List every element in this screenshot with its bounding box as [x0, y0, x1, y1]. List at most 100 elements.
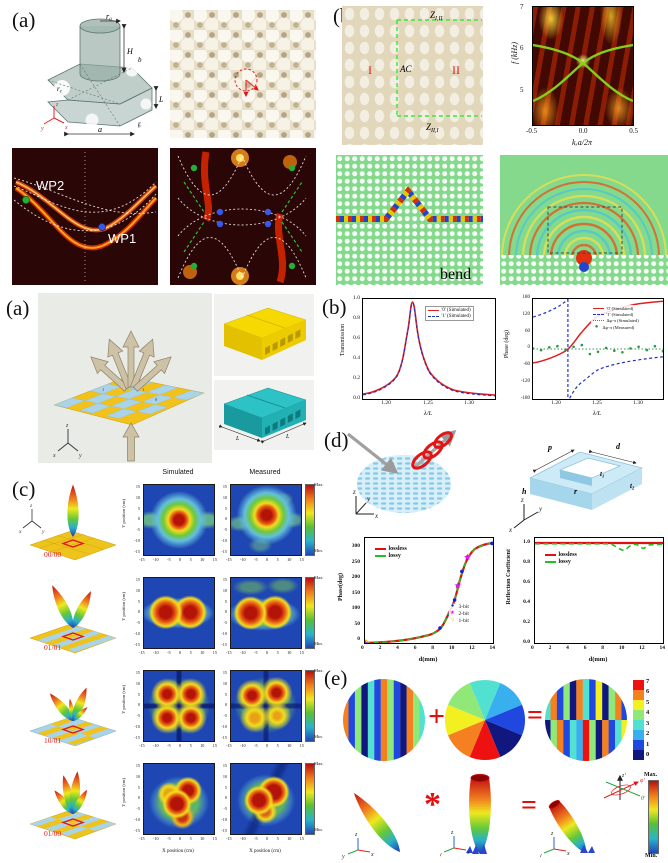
tick: 5 — [137, 598, 140, 604]
tick: -5 — [254, 557, 258, 562]
tick: -15 — [226, 650, 232, 655]
band-ytick: 5 — [520, 86, 524, 94]
tick: -5 — [254, 743, 258, 748]
wp1-label: WP1 — [108, 231, 136, 246]
yticks-meas: 15 10 5 0 -5 -10 -15 — [215, 763, 227, 833]
blue-coding-cells — [53, 379, 205, 419]
tick: -120 — [520, 379, 530, 385]
tick: 200 — [351, 574, 360, 580]
label-t1: t₁ — [600, 470, 604, 478]
cbar-min: Min. — [314, 641, 323, 646]
axis-triad: z y x — [341, 832, 374, 860]
photo-axis-1 — [245, 79, 259, 91]
yticks-sim: 15 10 5 0 -5 -10 -15 — [128, 577, 140, 647]
tick: -10 — [153, 557, 159, 562]
band-ytick: 6 — [520, 44, 524, 52]
panel-a1-label: (a) — [12, 8, 36, 32]
tick: -5 — [223, 713, 228, 719]
legend-label: lossy — [388, 553, 401, 559]
phase-legend: '0' (Simulated) '1' (Simulated) Δφ-π (Si… — [591, 305, 641, 331]
cylinder-body — [79, 26, 121, 82]
svg-text:x: x — [64, 125, 68, 131]
header-simulated: Simulated — [162, 469, 194, 476]
hole-rc — [54, 80, 70, 96]
tick: 5 — [276, 557, 279, 562]
tick: -15 — [221, 734, 227, 740]
tick: -15 — [221, 641, 227, 647]
fieldmap-meas-4 — [230, 763, 302, 835]
fieldmap-sim-4 — [143, 763, 215, 835]
cbar-value: 1 — [646, 740, 650, 748]
xticks-meas: -15 -10 -5 0 5 10 15 — [226, 650, 304, 655]
legend-swatch-green — [545, 561, 556, 563]
svg-text:z: z — [550, 831, 554, 837]
region-i-label: I — [368, 63, 372, 77]
tick: -5 — [136, 806, 141, 812]
tick: 10 — [222, 773, 227, 779]
tick: 10 — [287, 836, 292, 841]
phase-spectrum-plot: Phase (deg) 180 120 60 0 -60 -120 -180 '0' (Si… — [502, 292, 668, 428]
rf-legend: lossless lossy — [545, 552, 577, 565]
source-core2 — [579, 262, 589, 272]
legend-swatch-red-solid — [428, 310, 439, 311]
wp1-dot — [98, 223, 106, 231]
pd-line-legend: lossless lossy — [375, 546, 407, 559]
hole — [125, 63, 139, 77]
colorbar — [305, 670, 315, 742]
band-ytick: 7 — [520, 3, 524, 11]
ylabel-sim: Y position (cm) — [121, 778, 126, 807]
legend-swatch-green — [375, 555, 386, 557]
phase-curve-1b — [569, 356, 663, 399]
tick: 5 — [276, 836, 279, 841]
tick: 0.0 — [578, 127, 588, 135]
cylinder-top — [79, 18, 121, 34]
tick: -10 — [134, 817, 140, 823]
cbar-max: Max. — [314, 482, 324, 487]
tick: 15 — [222, 484, 227, 489]
svg-text:y: y — [366, 495, 371, 503]
radiated-arcs — [501, 174, 667, 256]
legend-label: Δφ-π (Measured) — [602, 324, 635, 330]
legend-swatch-red-solid — [593, 308, 604, 309]
tick: 150 — [351, 589, 360, 596]
cbar-max: Max. — [314, 668, 324, 673]
tick: 10 — [222, 680, 227, 686]
supercell-outline — [61, 539, 85, 548]
fieldmap-meas-1 — [230, 484, 302, 556]
cbar-min: Min. — [314, 548, 323, 553]
tick: 10 — [448, 645, 455, 651]
svg-text:x: x — [52, 453, 56, 459]
tick: -5 — [167, 557, 171, 562]
tick: 0 — [224, 795, 227, 801]
vortex-metasurface-render: z x y — [347, 429, 457, 520]
svg-text:y: y — [341, 854, 345, 860]
stripe-columns — [343, 679, 425, 761]
tick: -10 — [134, 538, 140, 544]
tick: -60 — [523, 362, 530, 368]
tick: 5 — [224, 505, 227, 511]
tick: -5 — [223, 620, 228, 626]
green-guides — [183, 181, 303, 253]
svg-text:y: y — [540, 853, 542, 859]
spherical-coords-inset: z′ φ′ θ′ — [603, 773, 646, 802]
pd-box: ★ ★ ★ ★ lossless lossy ●3-bit ★2-bit ○1-bit — [364, 537, 494, 644]
bend-waveguide-field: bend — [336, 155, 483, 285]
c-row-3: 10/01 Y position (cm) 15 10 5 0 -5 -10 -15 -15… — [0, 667, 334, 760]
tick: -10 — [221, 817, 227, 823]
tick: 0 — [137, 516, 140, 522]
tilted-vortex-beam: z y x — [540, 800, 595, 859]
label-t2: t₂ — [630, 482, 635, 490]
tick: 15 — [222, 670, 227, 675]
trans-xtick: 1.30 — [464, 400, 474, 406]
tick: 15 — [135, 670, 140, 675]
dashed-band-chains — [177, 155, 307, 279]
axis-triad: z x y — [18, 503, 45, 535]
phase-ylabel: Phase (deg) — [504, 330, 510, 359]
pd-yticks: 300 250 200 150 100 50 0 — [344, 543, 360, 642]
cbar-value: 2 — [646, 730, 650, 738]
tick: 5 — [189, 557, 192, 562]
svg-text:x: x — [466, 850, 470, 856]
unit-cell-schematic: r₀ H L a b rb rc y x z — [40, 12, 164, 137]
tick: 14 — [659, 645, 665, 651]
reflected-beam-arrows — [90, 330, 172, 462]
